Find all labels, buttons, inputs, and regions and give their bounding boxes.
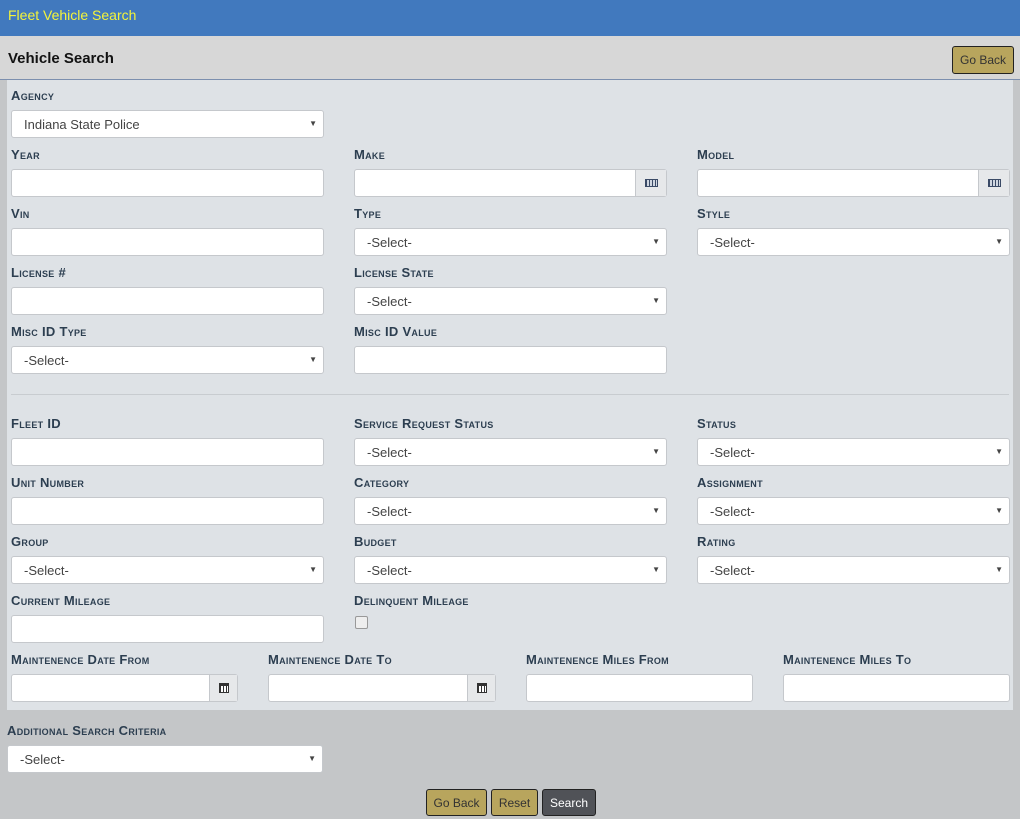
rating-select[interactable]: -Select- — [697, 556, 1010, 584]
license-input[interactable] — [11, 287, 324, 315]
page-title: Vehicle Search — [8, 50, 114, 67]
search-form: Agency Indiana State Police Year Make Mo… — [7, 80, 1013, 710]
maint-date-from-input[interactable] — [11, 674, 238, 702]
keyboard-icon — [987, 179, 1001, 187]
maint-date-to-calendar-button[interactable] — [467, 675, 495, 701]
type-select[interactable]: -Select- — [354, 228, 667, 256]
go-back-button[interactable]: Go Back — [426, 789, 487, 816]
category-select[interactable]: -Select- — [354, 497, 667, 525]
group-label: Group — [11, 534, 49, 549]
rating-label: Rating — [697, 534, 736, 549]
year-label: Year — [11, 147, 40, 162]
reset-button[interactable]: Reset — [491, 789, 538, 816]
maint-miles-from-label: Maintenence Miles From — [526, 652, 669, 667]
misc-id-type-label: Misc ID Type — [11, 324, 87, 339]
maint-date-from-label: Maintenence Date From — [11, 652, 150, 667]
app-title: Fleet Vehicle Search — [8, 7, 137, 23]
model-input[interactable] — [697, 169, 1010, 197]
delinquent-mileage-label: Delinquent Mileage — [354, 593, 469, 608]
fleet-id-label: Fleet ID — [11, 416, 61, 431]
additional-criteria-label: Additional Search Criteria — [7, 723, 167, 738]
additional-criteria-select[interactable]: -Select- — [7, 745, 323, 773]
vin-label: Vin — [11, 206, 30, 221]
current-mileage-label: Current Mileage — [11, 593, 111, 608]
misc-id-value-input[interactable] — [354, 346, 667, 374]
group-select[interactable]: -Select- — [11, 556, 324, 584]
agency-label: Agency — [11, 88, 55, 103]
make-label: Make — [354, 147, 386, 162]
maint-miles-to-label: Maintenence Miles To — [783, 652, 912, 667]
style-select[interactable]: -Select- — [697, 228, 1010, 256]
assignment-select[interactable]: -Select- — [697, 497, 1010, 525]
category-label: Category — [354, 475, 410, 490]
current-mileage-input[interactable] — [11, 615, 324, 643]
divider — [11, 394, 1009, 395]
license-state-select[interactable]: -Select- — [354, 287, 667, 315]
maint-miles-to-input[interactable] — [783, 674, 1010, 702]
service-request-status-select[interactable]: -Select- — [354, 438, 667, 466]
assignment-label: Assignment — [697, 475, 763, 490]
fleet-id-input[interactable] — [11, 438, 324, 466]
calendar-icon — [476, 683, 487, 693]
delinquent-mileage-checkbox[interactable] — [355, 616, 368, 629]
model-keyboard-button[interactable] — [978, 170, 1009, 196]
make-input[interactable] — [354, 169, 667, 197]
maint-date-to-input[interactable] — [268, 674, 496, 702]
service-request-status-label: Service Request Status — [354, 416, 494, 431]
unit-number-input[interactable] — [11, 497, 324, 525]
type-label: Type — [354, 206, 382, 221]
unit-number-label: Unit Number — [11, 475, 85, 490]
vin-input[interactable] — [11, 228, 324, 256]
make-keyboard-button[interactable] — [635, 170, 666, 196]
license-label: License # — [11, 265, 66, 280]
style-label: Style — [697, 206, 731, 221]
status-label: Status — [697, 416, 737, 431]
agency-select[interactable]: Indiana State Police — [11, 110, 324, 138]
license-state-label: License State — [354, 265, 434, 280]
app-header: Fleet Vehicle Search — [0, 0, 1020, 36]
status-select[interactable]: -Select- — [697, 438, 1010, 466]
maint-date-to-label: Maintenence Date To — [268, 652, 392, 667]
go-back-button-top[interactable]: Go Back — [952, 46, 1014, 74]
misc-id-value-label: Misc ID Value — [354, 324, 438, 339]
keyboard-icon — [644, 179, 658, 187]
year-input[interactable] — [11, 169, 324, 197]
calendar-icon — [218, 683, 229, 693]
misc-id-type-select[interactable]: -Select- — [11, 346, 324, 374]
maint-miles-from-input[interactable] — [526, 674, 753, 702]
search-button[interactable]: Search — [542, 789, 596, 816]
page-header: Vehicle Search — [0, 36, 1020, 80]
budget-label: Budget — [354, 534, 397, 549]
model-label: Model — [697, 147, 735, 162]
maint-date-from-calendar-button[interactable] — [209, 675, 237, 701]
budget-select[interactable]: -Select- — [354, 556, 667, 584]
